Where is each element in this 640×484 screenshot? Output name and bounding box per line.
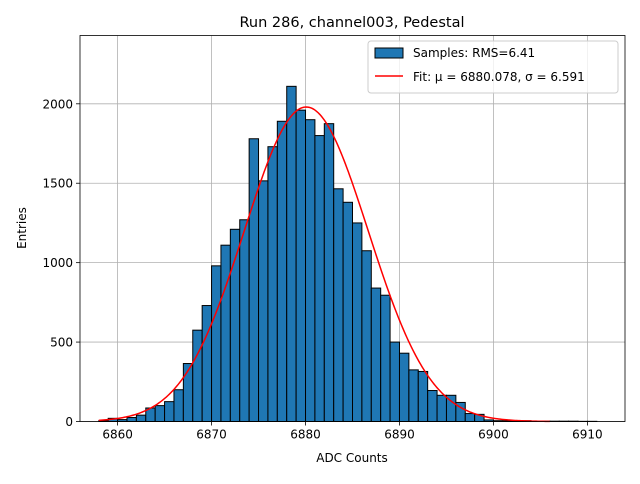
histogram-bar [277,121,286,421]
histogram-bar [381,295,390,421]
histogram-bar [221,245,230,421]
y-axis-label: Entries [15,207,29,249]
histogram-bar [249,139,258,422]
histogram-bar [362,251,371,422]
histogram-bar [268,147,277,422]
histogram-bar [155,406,164,422]
histogram-bar [371,288,380,421]
x-tick-label: 6870 [196,428,227,442]
histogram-bar [287,86,296,421]
y-tick-label: 500 [50,336,73,350]
histogram-bar [306,120,315,422]
histogram-bar [399,353,408,421]
legend-label-histogram: Samples: RMS=6.41 [413,46,535,60]
x-tick-label: 6890 [384,428,415,442]
histogram-bar [409,370,418,422]
x-tick-label: 6880 [290,428,321,442]
x-tick-label: 6900 [478,428,509,442]
histogram-bar [259,181,268,422]
y-tick-label: 2000 [42,97,73,111]
chart-title: Run 286, channel003, Pedestal [239,15,464,31]
y-tick-label: 1500 [42,177,73,191]
x-tick-label: 6910 [572,428,603,442]
histogram-bar [428,391,437,422]
histogram-bar [165,402,174,422]
histogram-bar [315,136,324,422]
histogram-bar [127,418,136,422]
histogram-bar [334,189,343,422]
histogram-bar [465,414,474,422]
histogram-bar [174,390,183,422]
histogram-bar [324,124,333,422]
histogram-bar [437,395,446,421]
histogram-bar [193,330,202,421]
legend-label-fit: Fit: μ = 6880.078, σ = 6.591 [413,70,585,84]
histogram-bar [353,223,362,422]
histogram-bar [183,364,192,422]
legend-swatch-histogram [375,48,403,58]
y-tick-label: 0 [65,415,73,429]
histogram-bar [212,266,221,422]
histogram-bar [343,202,352,421]
histogram-bar [390,342,399,421]
histogram-bar [136,415,145,421]
x-axis-label: ADC Counts [316,451,388,465]
histogram-bar [296,110,305,421]
y-tick-label: 1000 [42,256,73,270]
histogram-bar [418,371,427,421]
histogram-bar [240,220,249,422]
legend: Samples: RMS=6.41 Fit: μ = 6880.078, σ =… [368,41,618,93]
x-tick-label: 6860 [102,428,133,442]
histogram-bar [202,306,211,422]
